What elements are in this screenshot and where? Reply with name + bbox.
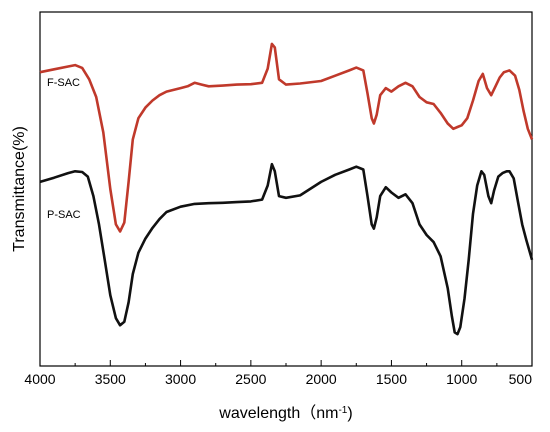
x-axis-title-close: ): [347, 405, 352, 422]
x-tick-label: 4000: [24, 371, 55, 387]
series-line-f-sac: [39, 42, 534, 233]
x-axis-title-superscript: -1: [338, 405, 347, 416]
x-tick-label: 2000: [306, 371, 337, 387]
series-label-f-sac: F-SAC: [47, 77, 80, 89]
x-axis-ticks: 4000 3500 3000 2500 2000 1500 1000 500: [24, 360, 533, 387]
series-layer: [39, 42, 534, 336]
x-axis-title: wavelength（nm-1): [218, 404, 352, 422]
x-tick-label: 1500: [376, 371, 407, 387]
x-tick-label: 500: [509, 371, 533, 387]
x-tick-label: 3000: [165, 371, 196, 387]
y-axis-title: Transmittance(%): [11, 126, 28, 252]
series-label-p-sac: P-SAC: [47, 209, 81, 221]
x-tick-label: 1000: [446, 371, 477, 387]
x-tick-label: 2500: [235, 371, 266, 387]
x-tick-label: 3500: [95, 371, 126, 387]
series-line-p-sac: [39, 162, 534, 336]
x-axis-title-text: wavelength（nm: [218, 404, 338, 422]
